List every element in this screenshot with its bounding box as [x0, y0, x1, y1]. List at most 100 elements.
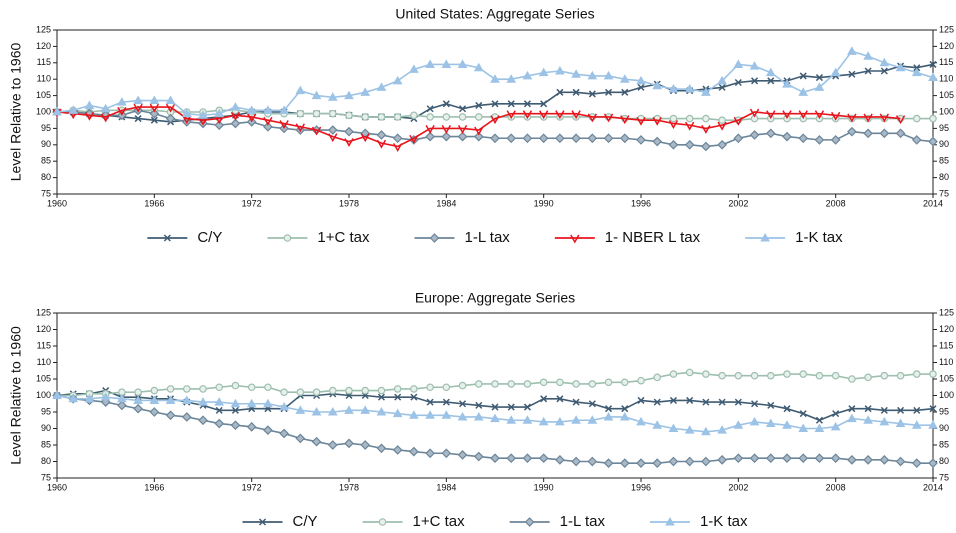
marker [523, 380, 532, 388]
marker [621, 88, 629, 96]
chart-title: United States: Aggregate Series [395, 6, 594, 22]
marker [394, 393, 402, 401]
x-tick-label: 1984 [436, 198, 456, 208]
y-tick-label: 105 [36, 373, 51, 383]
marker [101, 113, 111, 123]
x-tick-label: 1966 [144, 198, 164, 208]
marker [749, 61, 760, 70]
marker [409, 410, 419, 419]
y-tick-label: 95 [41, 406, 51, 416]
marker [799, 72, 807, 80]
marker [312, 388, 321, 397]
marker [717, 139, 727, 150]
marker [263, 425, 273, 435]
marker [425, 131, 435, 142]
marker [279, 428, 289, 439]
y-tick-label: 125 [36, 307, 51, 317]
legend-label: 1+C tax [317, 229, 370, 246]
marker [879, 416, 890, 426]
marker [701, 87, 711, 96]
marker [799, 410, 807, 418]
marker [733, 133, 744, 144]
marker [733, 453, 744, 464]
marker [587, 113, 597, 123]
marker [377, 393, 385, 401]
marker [571, 415, 581, 424]
marker [652, 136, 663, 147]
marker [490, 115, 500, 125]
marker [457, 59, 468, 68]
marker [264, 383, 272, 392]
marker [864, 373, 872, 382]
marker [393, 143, 403, 152]
x-tick-label: 1978 [339, 198, 359, 208]
marker [718, 116, 726, 124]
y2-tick-label: 115 [939, 57, 953, 67]
marker [344, 438, 354, 449]
marker [652, 458, 663, 468]
y2-tick-label: 95 [939, 406, 949, 416]
marker [620, 115, 630, 125]
marker [376, 139, 387, 149]
marker [669, 370, 678, 378]
marker [928, 420, 938, 429]
x-tick-label: 1972 [242, 482, 262, 492]
marker [669, 114, 678, 123]
marker [441, 131, 452, 142]
marker [540, 100, 548, 108]
marker [572, 88, 580, 96]
marker [556, 378, 564, 387]
marker [230, 102, 241, 111]
chart-title: Europe: Aggregate Series [415, 290, 575, 306]
marker [847, 455, 857, 465]
marker [668, 139, 679, 150]
marker [684, 425, 695, 434]
y2-tick-label: 80 [939, 456, 949, 466]
marker [653, 398, 661, 406]
marker [896, 371, 905, 380]
marker [231, 406, 239, 414]
marker [441, 59, 452, 68]
marker [880, 371, 889, 380]
marker [685, 368, 694, 377]
y-tick-label: 110 [37, 74, 51, 84]
marker [524, 517, 535, 527]
y2-tick-label: 110 [939, 357, 953, 367]
marker [783, 370, 791, 378]
marker [749, 416, 760, 426]
marker [166, 385, 175, 393]
marker [863, 113, 873, 123]
marker [198, 397, 208, 406]
marker [327, 440, 338, 450]
marker [165, 113, 176, 124]
marker [393, 385, 402, 393]
marker [198, 415, 208, 426]
legend-item: C/Y [242, 513, 318, 530]
marker [556, 395, 564, 403]
marker [684, 139, 695, 150]
marker [246, 422, 257, 432]
marker [717, 455, 727, 465]
marker [230, 420, 241, 431]
marker [798, 453, 809, 464]
marker [459, 400, 467, 408]
marker [669, 396, 677, 404]
marker [751, 77, 759, 85]
marker [571, 110, 581, 120]
marker [734, 78, 742, 87]
marker [165, 95, 176, 105]
marker [360, 87, 371, 96]
marker [215, 383, 224, 392]
marker [814, 135, 825, 145]
marker [100, 392, 111, 401]
legend-item: 1-L tax [509, 513, 605, 530]
marker [767, 77, 775, 85]
legend: C/Y 1+C tax 1-L tax 1- NBER L tax 1-K tax [147, 229, 843, 246]
marker [604, 378, 613, 387]
marker [149, 108, 160, 119]
marker [295, 123, 305, 133]
marker [765, 453, 776, 464]
marker [522, 70, 533, 80]
marker [523, 403, 531, 411]
